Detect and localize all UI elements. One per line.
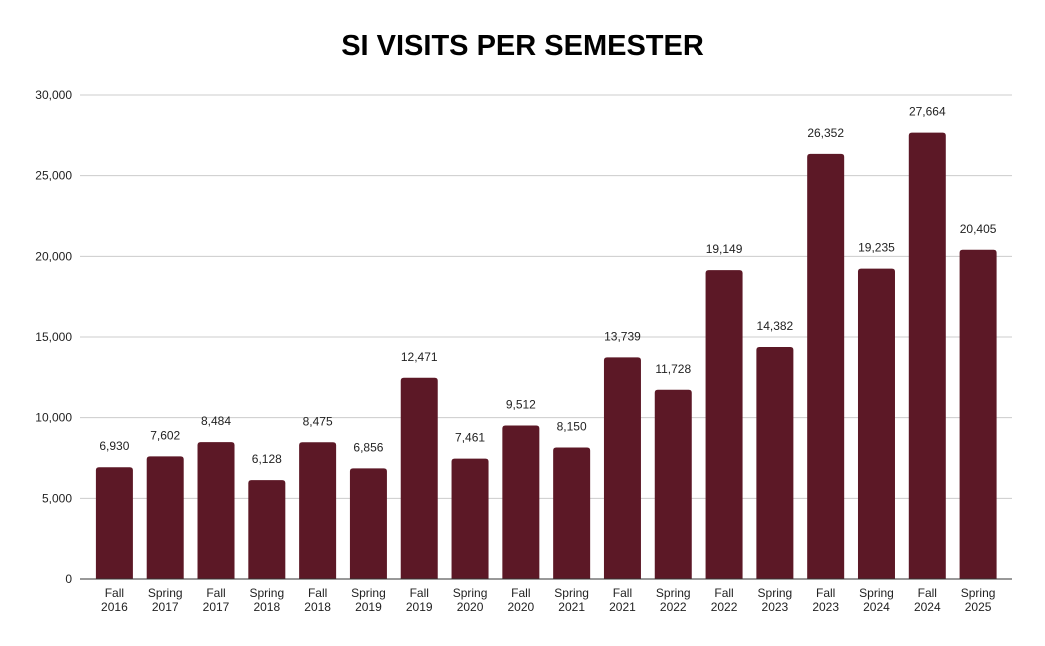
x-tick-label: Fall <box>105 586 124 600</box>
x-tick-label: 2018 <box>304 600 331 614</box>
x-tick-label: Fall <box>613 586 632 600</box>
data-label: 13,739 <box>604 329 641 343</box>
bar <box>451 458 489 579</box>
x-tick-label: Fall <box>511 586 530 600</box>
x-tick-label: 2019 <box>355 600 382 614</box>
x-tick-label: Spring <box>148 586 183 600</box>
x-tick-label: 2017 <box>152 600 179 614</box>
bar <box>299 442 337 579</box>
data-label: 6,856 <box>353 440 383 454</box>
x-tick-label: 2020 <box>507 600 534 614</box>
x-tick-label: Fall <box>410 586 429 600</box>
x-tick-label: Spring <box>758 586 793 600</box>
data-label: 6,930 <box>99 439 129 453</box>
data-label: 20,405 <box>960 222 997 236</box>
data-label: 9,512 <box>506 398 536 412</box>
x-tick-label: 2025 <box>965 600 992 614</box>
x-tick-label: 2021 <box>558 600 585 614</box>
x-tick-label: 2016 <box>101 600 128 614</box>
x-tick-label: 2019 <box>406 600 433 614</box>
x-tick-label: Spring <box>554 586 589 600</box>
data-label: 8,475 <box>303 414 333 428</box>
bar <box>349 468 387 579</box>
y-tick-label: 30,000 <box>35 88 72 102</box>
y-tick-label: 20,000 <box>35 249 72 263</box>
x-tick-label: 2018 <box>253 600 280 614</box>
x-tick-label: Spring <box>351 586 386 600</box>
bar <box>959 249 997 580</box>
x-tick-label: Fall <box>206 586 225 600</box>
bar <box>603 357 641 579</box>
x-tick-label: Spring <box>453 586 488 600</box>
x-tick-label: 2023 <box>762 600 789 614</box>
x-tick-label: 2017 <box>203 600 230 614</box>
chart-title: SI VISITS PER SEMESTER <box>341 30 704 62</box>
y-tick-label: 15,000 <box>35 330 72 344</box>
bar <box>756 346 794 579</box>
x-tick-label: 2024 <box>914 600 941 614</box>
data-label: 26,352 <box>807 126 844 140</box>
bar <box>654 389 692 579</box>
bar <box>807 153 845 579</box>
x-tick-label: 2024 <box>863 600 890 614</box>
x-tick-label: Spring <box>961 586 996 600</box>
x-tick-label: Fall <box>918 586 937 600</box>
bar <box>857 268 895 579</box>
bar <box>553 447 591 579</box>
bar <box>705 270 743 579</box>
data-label: 8,484 <box>201 414 231 428</box>
x-tick-label: Spring <box>656 586 691 600</box>
x-tick-label: Fall <box>308 586 327 600</box>
bar <box>197 442 235 579</box>
x-tick-label: Fall <box>714 586 733 600</box>
x-tick-label: Spring <box>859 586 894 600</box>
bar <box>146 456 184 579</box>
data-label: 8,150 <box>557 420 587 434</box>
bar <box>95 467 133 579</box>
x-tick-label: Spring <box>249 586 284 600</box>
data-label: 27,664 <box>909 105 946 119</box>
x-tick-label: 2022 <box>711 600 738 614</box>
data-label: 6,128 <box>252 452 282 466</box>
y-tick-label: 25,000 <box>35 169 72 183</box>
data-label: 11,728 <box>655 362 691 376</box>
x-tick-label: 2022 <box>660 600 687 614</box>
x-tick-label: 2023 <box>812 600 839 614</box>
y-tick-label: 10,000 <box>35 411 72 425</box>
x-tick-label: 2020 <box>457 600 484 614</box>
bar <box>908 132 946 579</box>
data-label: 7,602 <box>150 428 180 442</box>
data-label: 14,382 <box>757 319 794 333</box>
bar <box>400 377 438 579</box>
data-label: 19,235 <box>858 241 895 255</box>
bar <box>502 425 540 579</box>
x-tick-label: 2021 <box>609 600 636 614</box>
bar <box>248 480 286 579</box>
data-label: 7,461 <box>455 431 485 445</box>
data-label: 19,149 <box>706 242 743 256</box>
y-tick-label: 0 <box>65 572 72 586</box>
data-label: 12,471 <box>401 350 438 364</box>
y-tick-label: 5,000 <box>42 491 72 505</box>
x-tick-label: Fall <box>816 586 835 600</box>
